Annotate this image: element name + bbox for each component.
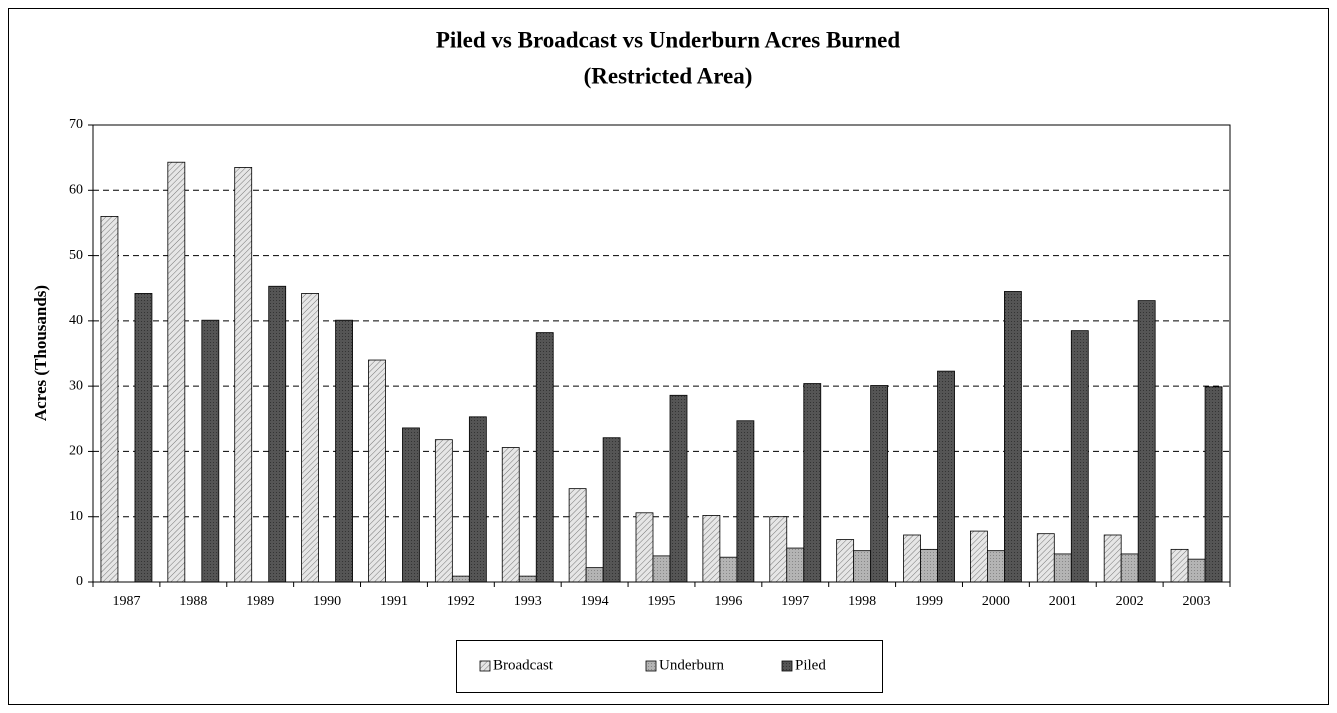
y-axis-title: Acres (Thousands) <box>31 285 50 421</box>
bar <box>987 550 1005 583</box>
bar <box>870 385 889 583</box>
legend-box <box>456 640 883 693</box>
bar <box>669 394 688 583</box>
x-tick-label: 1998 <box>848 594 876 609</box>
bar <box>501 447 520 583</box>
bar <box>1070 330 1089 583</box>
bar <box>335 319 353 583</box>
bar <box>1103 534 1122 583</box>
bar <box>853 550 872 583</box>
legend-swatch <box>781 660 793 672</box>
chart-subtitle: (Restricted Area) <box>584 63 753 88</box>
x-tick-label: 1989 <box>246 594 274 609</box>
x-tick-label: 2002 <box>1116 594 1144 609</box>
bar <box>970 530 988 583</box>
bar <box>736 420 755 583</box>
x-tick-label: 1995 <box>648 594 676 609</box>
legend-swatch <box>645 660 657 672</box>
legend-text: Piled <box>795 657 826 673</box>
x-tick-label: 2000 <box>982 594 1010 609</box>
bar <box>1120 553 1139 583</box>
bar <box>1204 386 1223 583</box>
bar <box>434 439 453 583</box>
bar <box>786 547 805 583</box>
bar <box>535 332 554 583</box>
bar <box>268 285 287 583</box>
x-tick-label: 1994 <box>581 594 609 609</box>
bar <box>518 575 537 583</box>
bar <box>903 534 921 583</box>
y-tick-label: 20 <box>69 444 83 459</box>
x-tick-label: 1991 <box>380 594 408 609</box>
bar <box>769 516 788 583</box>
y-tick-label: 50 <box>69 248 83 263</box>
x-tick-label: 1992 <box>447 594 475 609</box>
bar <box>100 215 119 583</box>
bar <box>1187 558 1206 583</box>
bar <box>836 539 855 583</box>
x-tick-label: 1990 <box>313 594 341 609</box>
bar <box>702 515 721 583</box>
bar <box>1004 291 1022 583</box>
bar <box>1170 548 1189 583</box>
bar <box>134 293 153 583</box>
bar <box>234 167 253 583</box>
x-tick-label: 1996 <box>714 594 742 609</box>
chart-title: Piled vs Broadcast vs Underburn Acres Bu… <box>436 27 901 52</box>
y-tick-label: 40 <box>69 313 83 328</box>
bar <box>201 319 220 583</box>
bar <box>167 161 186 583</box>
x-tick-label: 1997 <box>781 594 809 609</box>
bar <box>402 427 420 583</box>
bar <box>451 575 470 583</box>
bar <box>803 383 822 583</box>
bar <box>652 555 671 583</box>
plot-area <box>92 124 1231 583</box>
x-tick-label: 1987 <box>112 594 140 609</box>
y-tick-label: 60 <box>69 183 83 198</box>
y-tick-label: 70 <box>69 117 83 132</box>
y-tick-label: 10 <box>69 509 83 524</box>
legend-text: Broadcast <box>493 657 554 673</box>
x-tick-label: 2001 <box>1049 594 1077 609</box>
bar <box>920 548 938 583</box>
bar <box>1137 300 1156 583</box>
bar <box>468 416 487 583</box>
bar <box>937 370 955 583</box>
y-tick-label: 30 <box>69 378 83 393</box>
bar <box>301 293 319 583</box>
bar <box>1053 553 1072 583</box>
y-tick-label: 0 <box>76 574 83 589</box>
x-tick-label: 2003 <box>1183 594 1211 609</box>
bar <box>635 512 654 583</box>
bar <box>368 359 386 583</box>
x-tick-label: 1999 <box>915 594 943 609</box>
legend-text: Underburn <box>659 657 724 673</box>
bar <box>719 556 738 583</box>
bar <box>568 488 587 583</box>
x-tick-label: 1988 <box>179 594 207 609</box>
legend-swatch <box>479 660 491 672</box>
x-tick-label: 1993 <box>514 594 542 609</box>
bar <box>1036 533 1055 583</box>
bar <box>585 567 604 583</box>
bar <box>602 437 621 583</box>
